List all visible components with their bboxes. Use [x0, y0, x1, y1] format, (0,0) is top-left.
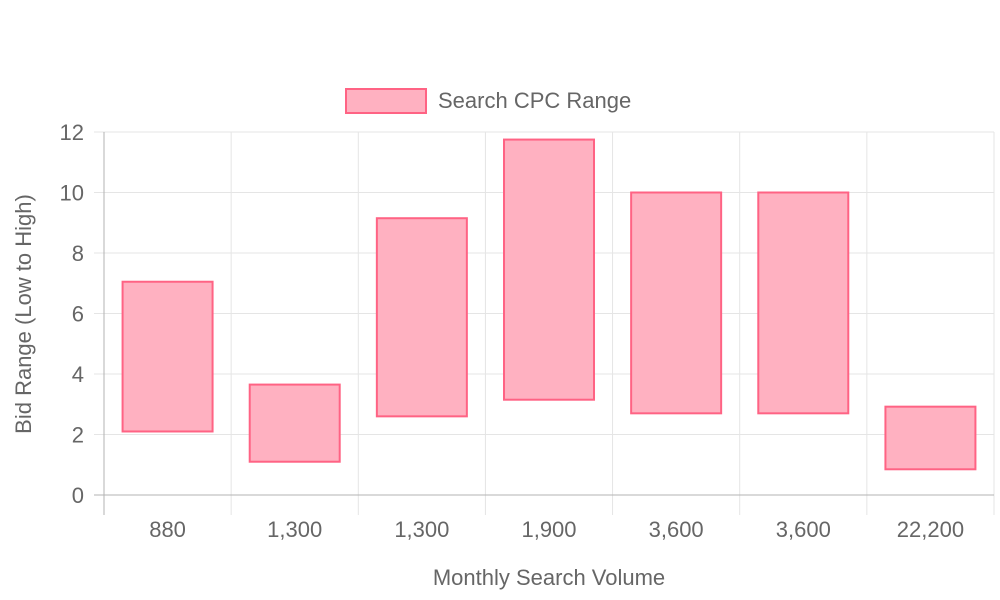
x-tick-label: 1,300: [394, 517, 449, 542]
y-tick-label: 12: [60, 120, 84, 145]
range-bar[interactable]: [757, 191, 850, 415]
y-tick-label: 8: [72, 241, 84, 266]
y-tick-label: 2: [72, 423, 84, 448]
range-bar[interactable]: [121, 280, 214, 433]
y-axis-ticks: 0 2 4 6 8 10 12: [60, 120, 84, 508]
range-bar[interactable]: [884, 405, 977, 471]
legend[interactable]: Search CPC Range: [345, 88, 631, 114]
y-tick-label: 10: [60, 181, 84, 206]
x-tick-label: 3,600: [649, 517, 704, 542]
y-tick-label: 0: [72, 483, 84, 508]
x-tick-label: 1,900: [521, 517, 576, 542]
x-tick-label: 3,600: [776, 517, 831, 542]
x-axis-title: Monthly Search Volume: [433, 565, 665, 590]
legend-swatch[interactable]: [345, 88, 427, 114]
range-bar[interactable]: [630, 191, 723, 415]
range-bar[interactable]: [503, 138, 595, 401]
y-tick-label: 4: [72, 362, 84, 387]
x-tick-label: 22,200: [897, 517, 964, 542]
x-tick-label: 1,300: [267, 517, 322, 542]
y-tick-label: 6: [72, 302, 84, 327]
axes: [94, 132, 994, 515]
legend-label[interactable]: Search CPC Range: [438, 88, 631, 113]
x-axis-ticks: 880 1,300 1,300 1,900 3,600 3,600 22,200: [149, 517, 964, 542]
bars: [121, 138, 977, 471]
range-bar[interactable]: [248, 383, 341, 463]
range-bar[interactable]: [375, 217, 468, 418]
y-axis-title: Bid Range (Low to High): [11, 194, 36, 434]
x-tick-label: 880: [149, 517, 186, 542]
